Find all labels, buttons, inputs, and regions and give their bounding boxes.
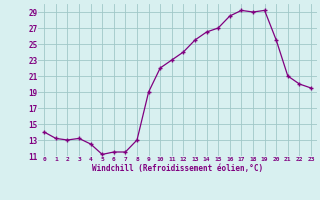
X-axis label: Windchill (Refroidissement éolien,°C): Windchill (Refroidissement éolien,°C) — [92, 164, 263, 173]
